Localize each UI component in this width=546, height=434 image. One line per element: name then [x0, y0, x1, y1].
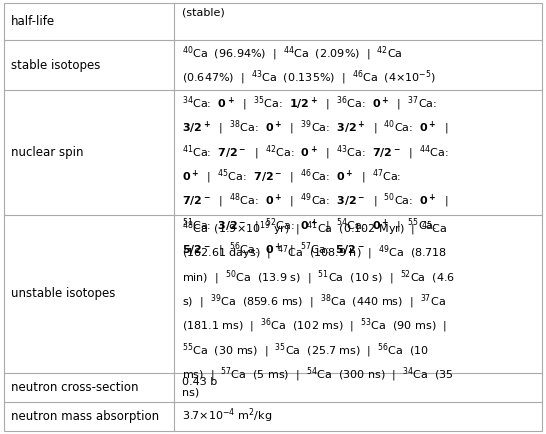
Text: (stable): (stable) [182, 8, 224, 18]
Text: $^{40}$Ca  (96.94%)  |  $^{44}$Ca  (2.09%)  |  $^{42}$Ca
(0.647%)  |  $^{43}$Ca : $^{40}$Ca (96.94%) | $^{44}$Ca (2.09%) |… [182, 44, 436, 87]
Text: $^{48}$Ca  (1.9×10$^{19}$ yr)  |  $^{41}$Ca  (0.102 Myr)  |  $^{45}$Ca
(162.61 d: $^{48}$Ca (1.9×10$^{19}$ yr) | $^{41}$Ca… [182, 220, 455, 398]
Text: unstable isotopes: unstable isotopes [11, 287, 115, 300]
Text: neutron mass absorption: neutron mass absorption [11, 410, 159, 423]
Text: neutron cross-section: neutron cross-section [11, 381, 139, 394]
Text: 0.43 b: 0.43 b [182, 377, 217, 387]
Text: $^{34}$Ca:  $\mathbf{0^+}$  |  $^{35}$Ca:  $\mathbf{1/2^+}$  |  $^{36}$Ca:  $\ma: $^{34}$Ca: $\mathbf{0^+}$ | $^{35}$Ca: $… [182, 94, 449, 259]
Text: 3.7×10$^{-4}$ m$^2$/kg: 3.7×10$^{-4}$ m$^2$/kg [182, 406, 272, 424]
Text: half-life: half-life [11, 15, 55, 28]
Text: nuclear spin: nuclear spin [11, 146, 84, 159]
Text: stable isotopes: stable isotopes [11, 59, 100, 72]
